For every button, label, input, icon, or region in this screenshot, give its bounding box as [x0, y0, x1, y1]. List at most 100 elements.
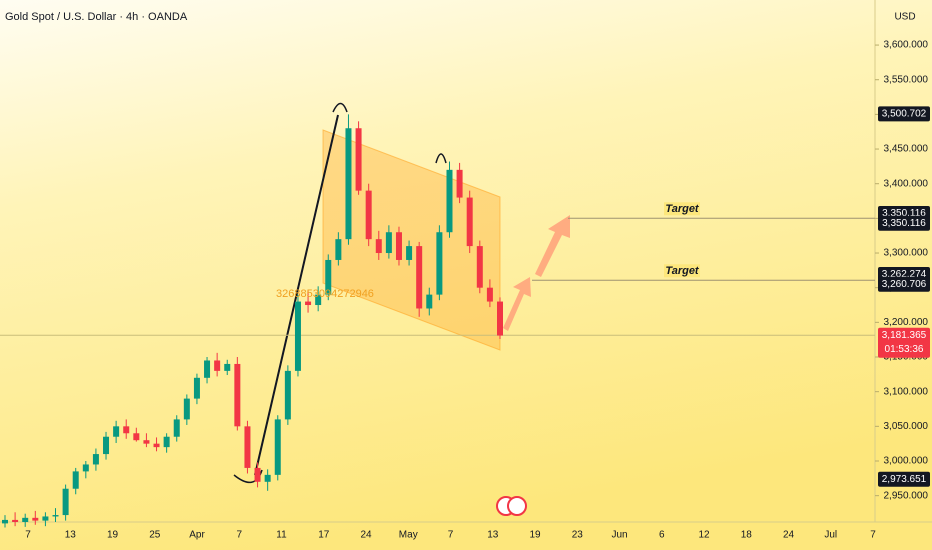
price-label-box: [878, 106, 930, 122]
countdown: 01:53:36: [885, 344, 924, 355]
x-tick-label: 7: [25, 530, 31, 541]
y-tick-label: 3,600.000: [884, 40, 929, 51]
candle-body: [224, 363, 231, 371]
arc: [233, 469, 263, 484]
candle-body: [355, 128, 362, 191]
target-label: Target: [665, 265, 700, 277]
x-tick-label: 13: [65, 530, 77, 541]
candle-body: [123, 426, 130, 434]
y-tick-label: 3,200.000: [884, 317, 929, 328]
x-tick-label: 7: [870, 530, 876, 541]
candle-body: [395, 232, 402, 260]
trend-line: [254, 114, 339, 476]
candle-body: [12, 519, 19, 522]
candle-body: [456, 169, 463, 198]
axis-unit: USD: [894, 12, 915, 23]
price-label: 3,262.274: [882, 269, 927, 280]
price-label: 3,350.116: [882, 208, 926, 219]
candle-body: [406, 246, 413, 260]
candle-body: [497, 301, 503, 336]
candle-body: [325, 259, 332, 295]
candle-body: [143, 440, 150, 444]
candle-body: [52, 515, 59, 517]
price-label: 3,181.365: [882, 330, 927, 341]
y-tick-label: 3,050.000: [884, 421, 929, 432]
candle-body: [72, 471, 79, 489]
candle-body: [315, 294, 322, 306]
y-tick-label: 3,300.000: [884, 248, 929, 259]
x-tick-label: 13: [487, 530, 499, 541]
annotation: 3268853094272946: [276, 288, 374, 300]
candle-body: [2, 519, 8, 524]
candle-body: [254, 467, 261, 482]
target-box: [664, 264, 700, 278]
x-tick-label: 24: [783, 530, 795, 541]
x-tick-label: Apr: [189, 530, 205, 541]
candle-body: [82, 464, 89, 472]
candle-body: [446, 169, 453, 233]
arc: [332, 102, 348, 113]
candle-body: [163, 436, 170, 448]
candle-body: [234, 363, 241, 427]
x-tick-label: 18: [741, 530, 753, 541]
y-tick-label: 3,400.000: [884, 178, 929, 189]
price-label-box: [878, 327, 930, 358]
candle-body: [385, 232, 392, 254]
candle-body: [193, 377, 200, 399]
candle-body: [183, 398, 190, 420]
candle-body: [466, 197, 473, 247]
y-tick-label: 3,450.000: [884, 144, 929, 155]
y-tick-label: 3,100.000: [884, 386, 929, 397]
target-label: Target: [665, 203, 700, 215]
candle-body: [204, 360, 211, 378]
candle-body: [365, 190, 372, 240]
candle-body: [42, 516, 49, 521]
candle-body: [284, 370, 291, 420]
price-label-box: [878, 276, 930, 292]
candle-body: [416, 246, 423, 309]
x-tick-label: 17: [318, 530, 330, 541]
y-tick-label: 3,000.000: [884, 456, 929, 467]
candle-body: [426, 294, 433, 309]
price-label: 3,260.706: [882, 279, 927, 290]
x-tick-label: 11: [276, 530, 287, 541]
x-tick-label: 19: [529, 530, 541, 541]
x-tick-label: 7: [236, 530, 242, 541]
price-label: 3,350.116: [882, 218, 926, 229]
arc: [435, 153, 447, 164]
candle-body: [486, 287, 493, 302]
candle-body: [32, 517, 39, 521]
channel: [322, 129, 501, 351]
candle-body: [244, 426, 251, 468]
candle-body: [173, 419, 180, 437]
candle-body: [153, 443, 160, 448]
candle-body: [436, 232, 443, 295]
candle-body: [103, 436, 110, 455]
price-label-box: [878, 215, 930, 231]
candle-body: [294, 301, 301, 371]
x-tick-label: May: [399, 530, 418, 541]
candle-body: [375, 239, 382, 254]
event-icon: [507, 496, 527, 516]
x-tick-label: 7: [448, 530, 454, 541]
x-tick-label: 19: [107, 530, 119, 541]
candle-body: [113, 426, 120, 437]
y-tick-label: 3,550.000: [884, 74, 929, 85]
arrows: [503, 215, 570, 331]
candle-body: [92, 454, 99, 465]
y-tick-label: 2,950.000: [884, 490, 929, 501]
candle-body: [274, 419, 281, 475]
candle-body: [305, 301, 312, 306]
x-tick-label: 25: [149, 530, 161, 541]
x-tick-label: 6: [659, 530, 665, 541]
candle-body: [22, 517, 29, 522]
candle-body: [62, 488, 69, 516]
price-label-box: [878, 471, 930, 487]
x-tick-label: 23: [572, 530, 584, 541]
candle-body: [335, 239, 342, 260]
price-label: 3,500.702: [882, 109, 927, 120]
x-tick-label: 12: [698, 530, 710, 541]
candle-body: [214, 360, 221, 371]
